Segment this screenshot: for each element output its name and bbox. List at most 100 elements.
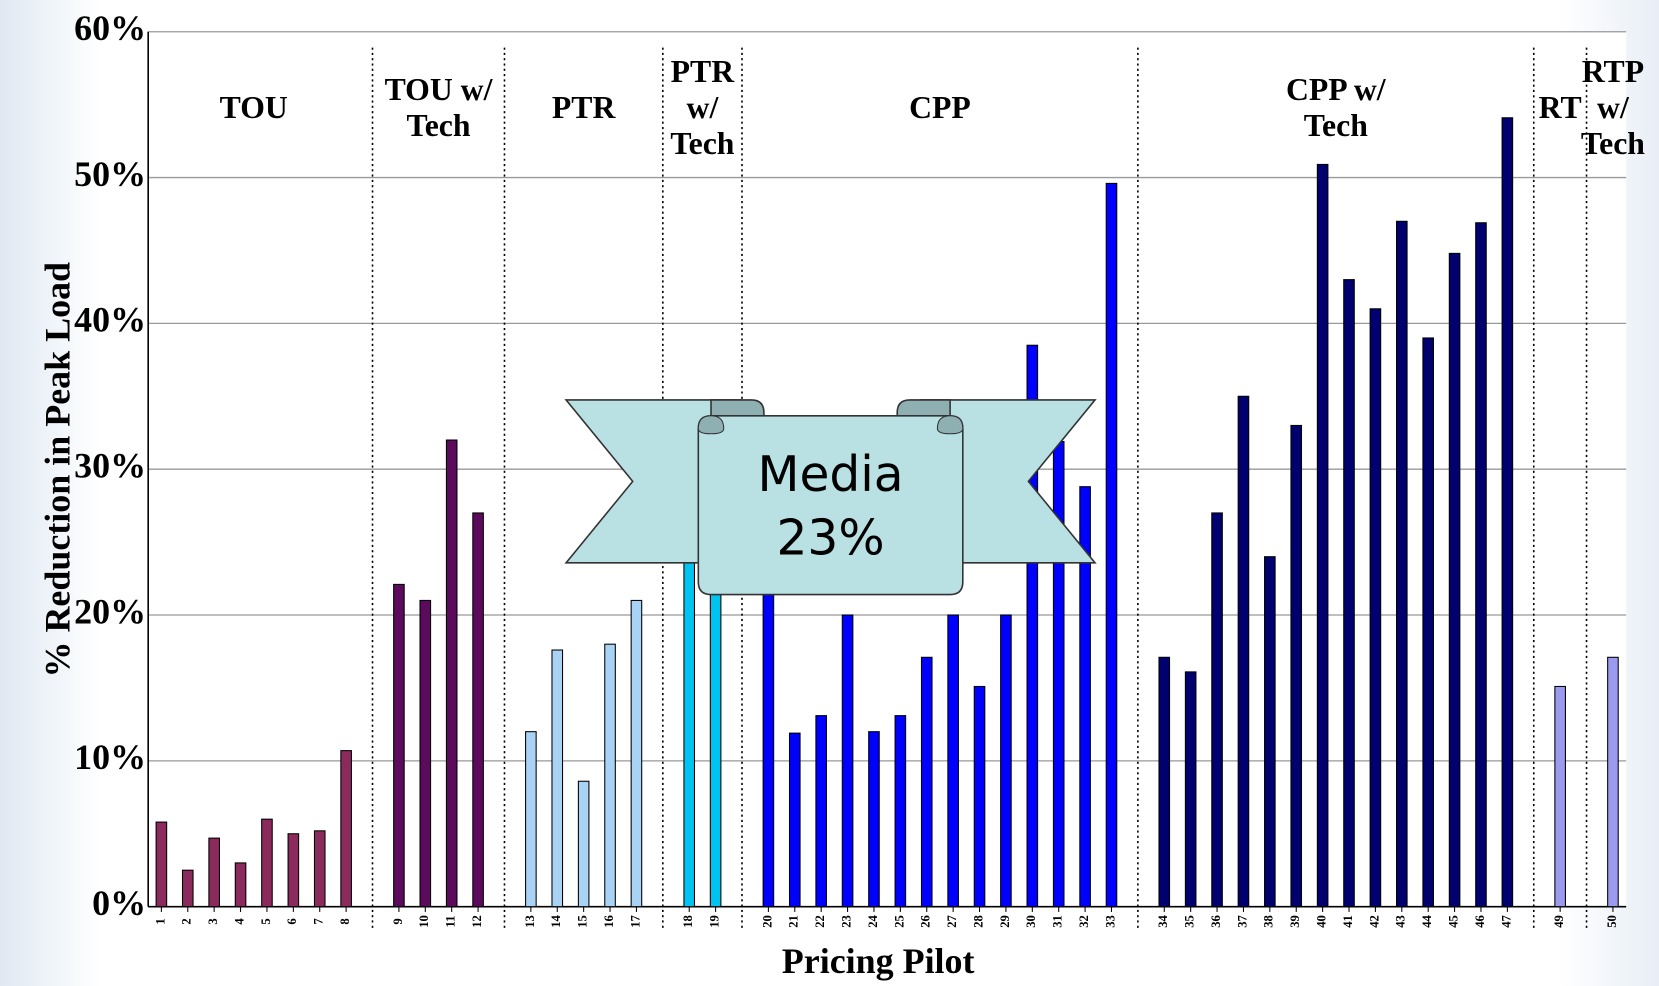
x-tick-label: 32 (1077, 915, 1091, 928)
x-tick-label: 24 (866, 914, 880, 927)
x-tick-label: 46 (1473, 915, 1487, 928)
x-tick-label: 13 (523, 915, 537, 928)
bar (393, 583, 405, 908)
bar (1079, 486, 1091, 908)
group-label: TOU w/Tech (385, 72, 494, 143)
bar (947, 614, 959, 908)
group-label: RTP w/Tech (1581, 54, 1645, 161)
bar (577, 780, 590, 908)
x-tick-label: 19 (708, 915, 722, 928)
bar (683, 556, 696, 908)
bar (1395, 220, 1408, 908)
bar (525, 731, 537, 908)
bar (788, 732, 801, 908)
x-tick-label: 36 (1209, 915, 1223, 928)
x-tick-label: 18 (681, 915, 695, 928)
x-tick-label: 4 (232, 918, 246, 925)
bar (1316, 163, 1329, 908)
bar (1343, 279, 1355, 908)
x-tick-label: 39 (1288, 915, 1302, 928)
x-tick-label: 16 (602, 915, 616, 928)
bar (1475, 222, 1487, 908)
bar (920, 656, 933, 908)
x-tick-label: 12 (470, 915, 484, 928)
bar (1105, 182, 1118, 908)
x-axis-title: Pricing Pilot (782, 941, 975, 981)
bar (340, 750, 352, 908)
x-tick-label: 34 (1156, 914, 1170, 927)
bar (604, 643, 616, 908)
y-axis-title: % Reduction in Peak Load (38, 262, 78, 678)
y-tick-label: 40% (74, 300, 146, 340)
y-tick-label: 60% (74, 8, 146, 48)
x-tick-label: 44 (1420, 914, 1434, 927)
x-tick-label: 7 (312, 918, 326, 925)
x-tick-label: 2 (180, 918, 194, 924)
x-tick-label: 22 (813, 915, 827, 928)
x-tick-label: 41 (1341, 915, 1355, 928)
x-tick-label: 50 (1605, 915, 1619, 928)
x-tick-label: 38 (1262, 915, 1276, 928)
x-tick-label: 49 (1552, 915, 1566, 928)
annotation-text: 23% (776, 511, 884, 567)
x-tick-label: 8 (338, 918, 352, 924)
banner-body (697, 414, 964, 596)
bar (472, 512, 484, 908)
x-tick-label: 3 (206, 918, 220, 924)
group-label: PTR w/Tech (670, 54, 735, 161)
x-tick-label: 33 (1103, 915, 1117, 928)
bar (762, 585, 775, 908)
bar (1607, 656, 1619, 908)
x-tick-label: 10 (417, 915, 431, 928)
x-tick-label: 28 (971, 915, 985, 928)
x-tick-label: 35 (1183, 915, 1197, 928)
x-tick-label: 45 (1446, 915, 1460, 928)
banner-roll (936, 415, 964, 435)
group-label: PTR (552, 90, 617, 125)
bar (1448, 252, 1461, 908)
annotation-banner: Media 23% (564, 399, 1097, 596)
x-tick-label: 43 (1394, 915, 1408, 928)
bar (1264, 556, 1276, 908)
bar (261, 818, 273, 908)
bar (1369, 308, 1382, 908)
x-tick-label: 17 (628, 914, 642, 927)
group-label: TOU (220, 90, 288, 125)
bar (868, 731, 880, 908)
bar (709, 585, 722, 908)
y-tick-label: 50% (74, 154, 146, 194)
y-tick-label: 0% (92, 883, 146, 923)
annotation-text: Media (757, 447, 903, 503)
bar (1158, 656, 1171, 908)
bar (551, 649, 564, 908)
bar (208, 837, 220, 908)
x-tick-label: 5 (259, 918, 273, 924)
bar (815, 715, 827, 908)
x-tick-label: 47 (1499, 914, 1513, 927)
bar (1026, 344, 1039, 908)
x-tick-label: 20 (760, 915, 774, 928)
x-tick-label: 25 (892, 915, 906, 928)
y-tick-label: 20% (74, 591, 146, 631)
bar (630, 599, 643, 908)
x-tick-label: 15 (576, 915, 590, 928)
bar (1237, 395, 1250, 908)
group-label: RT (1539, 90, 1582, 125)
bar (1290, 424, 1303, 908)
bar (973, 685, 986, 908)
bar (1184, 671, 1197, 908)
x-tick-label: 27 (945, 914, 959, 927)
group-label: CPP w/Tech (1286, 72, 1387, 143)
x-tick-label: 31 (1051, 915, 1065, 928)
bar (841, 614, 854, 908)
bar (234, 862, 247, 908)
x-tick-label: 14 (549, 914, 563, 927)
bar (419, 599, 432, 908)
x-tick-label: 26 (919, 915, 933, 928)
x-tick-label: 42 (1367, 915, 1381, 928)
group-label: CPP (909, 90, 971, 125)
y-tick-label: 10% (74, 737, 146, 777)
bar (155, 821, 168, 908)
